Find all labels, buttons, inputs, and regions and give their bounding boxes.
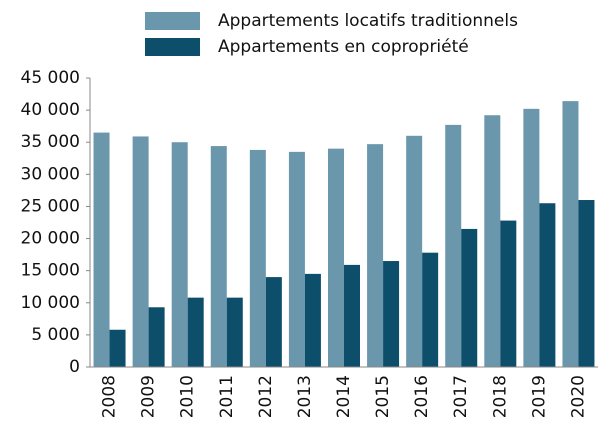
x-tick-label: 2008 — [100, 375, 120, 418]
y-tick-label: 0 — [69, 357, 80, 377]
bar — [304, 273, 321, 367]
bar — [422, 252, 439, 367]
bar — [383, 261, 400, 367]
x-tick-label: 2010 — [178, 375, 198, 418]
bar — [249, 149, 266, 367]
bar — [578, 200, 595, 367]
x-tick-label: 2015 — [373, 375, 393, 418]
bar — [344, 264, 360, 367]
bar — [445, 124, 462, 367]
bar — [539, 203, 556, 367]
x-tick-label: 2012 — [256, 375, 276, 418]
bar — [226, 297, 243, 367]
legend-label: Appartements en copropriété — [218, 37, 469, 57]
bar — [148, 307, 165, 367]
bar — [187, 297, 204, 367]
bar — [461, 228, 478, 367]
bar — [265, 277, 282, 367]
y-tick-label: 10 000 — [21, 293, 80, 313]
bar — [523, 108, 540, 368]
bar — [562, 101, 579, 368]
bar — [210, 146, 227, 367]
y-tick-label: 40 000 — [21, 100, 80, 120]
y-tick-label: 25 000 — [21, 196, 80, 216]
bar — [288, 151, 305, 367]
x-tick-label: 2011 — [217, 375, 237, 418]
bar — [132, 136, 149, 367]
y-tick-label: 15 000 — [21, 261, 80, 281]
x-tick-label: 2018 — [490, 375, 510, 418]
legend-swatch — [145, 12, 200, 30]
x-tick-label: 2017 — [451, 375, 471, 418]
bar — [406, 135, 423, 367]
y-tick-label: 20 000 — [21, 229, 80, 249]
bar — [484, 115, 501, 367]
x-tick-label: 2020 — [568, 375, 588, 418]
y-tick-label: 35 000 — [21, 132, 80, 152]
y-tick-label: 5 000 — [31, 325, 80, 345]
legend-swatch — [145, 38, 200, 56]
y-tick-label: 30 000 — [21, 164, 80, 184]
legend-label: Appartements locatifs traditionnels — [218, 11, 518, 31]
x-tick-label: 2016 — [412, 375, 432, 418]
bar — [367, 144, 384, 367]
x-tick-label: 2009 — [139, 375, 159, 418]
bar — [500, 220, 517, 367]
bar — [93, 132, 110, 367]
x-tick-label: 2019 — [529, 375, 549, 418]
bar — [328, 148, 344, 367]
y-tick-label: 45 000 — [21, 68, 80, 88]
x-tick-label: 2014 — [334, 375, 354, 418]
x-tick-label: 2013 — [295, 375, 315, 418]
bar — [109, 329, 126, 367]
bar — [171, 142, 188, 367]
